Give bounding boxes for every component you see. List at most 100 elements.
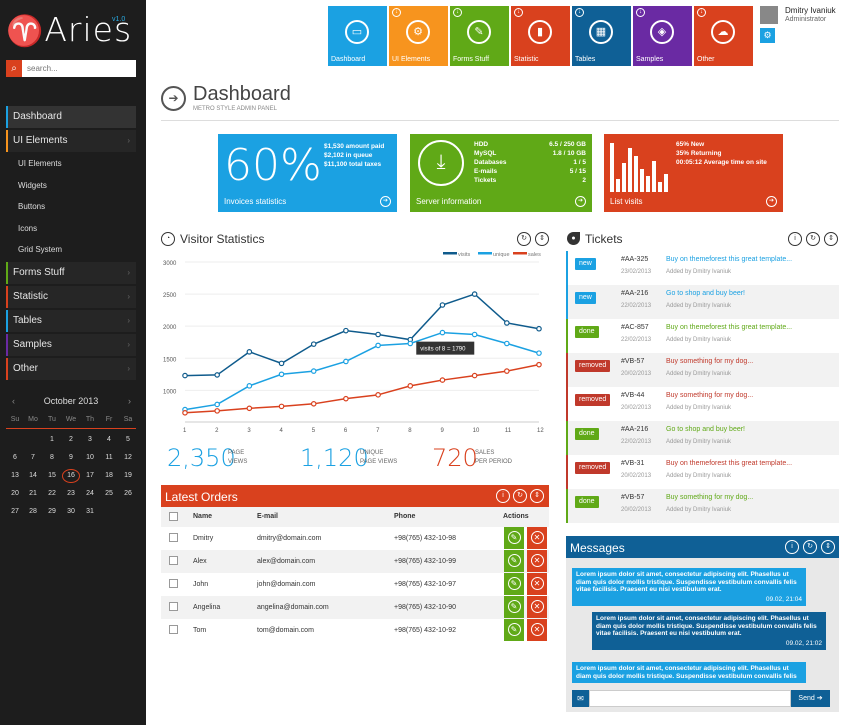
sidebar-item-other[interactable]: Other › <box>6 358 136 380</box>
message-input[interactable] <box>589 690 791 707</box>
row-checkbox[interactable] <box>169 533 178 542</box>
calendar-day[interactable]: 21 <box>29 490 37 497</box>
ticket-text[interactable]: Buy something for my dog... <box>666 392 754 399</box>
edit-button[interactable]: ✎ <box>504 573 524 595</box>
toggle-icon[interactable]: ⇕ <box>824 232 838 246</box>
refresh-icon[interactable]: ↻ <box>513 489 527 503</box>
edit-button[interactable]: ✎ <box>504 550 524 572</box>
calendar-day[interactable]: 5 <box>126 436 130 443</box>
calendar-day[interactable]: 23 <box>67 490 75 497</box>
calendar-prev-icon[interactable]: ‹ <box>12 396 15 406</box>
calendar-next-icon[interactable]: › <box>128 396 131 406</box>
tile-ui-elements[interactable]: ↓ ⚙ UI Elements <box>389 6 448 66</box>
info-icon[interactable]: i <box>496 489 510 503</box>
calendar-day[interactable]: 17 <box>86 472 94 479</box>
calendar-day[interactable]: 30 <box>67 508 75 515</box>
tile-other[interactable]: ↓ ☁ Other <box>694 6 753 66</box>
server-box[interactable]: ⤓ HDD 6.5 / 250 GB MySQL 1.8 / 10 GB Databas… <box>410 134 592 212</box>
calendar-day[interactable]: 3 <box>88 436 92 443</box>
calendar-day[interactable]: 1 <box>50 436 54 443</box>
calendar-day[interactable]: 28 <box>29 508 37 515</box>
delete-button[interactable]: ✕ <box>527 619 547 641</box>
ticket-item[interactable]: removed #VB-57 20/02/2013 Buy something for… <box>566 353 839 387</box>
delete-button[interactable]: ✕ <box>527 596 547 618</box>
calendar-day[interactable]: 19 <box>124 472 132 479</box>
info-icon[interactable]: i <box>788 232 802 246</box>
visits-box[interactable]: 65% New 35% Returning 00:05:12 Average t… <box>604 134 783 212</box>
calendar-day[interactable]: 31 <box>86 508 94 515</box>
tile-forms-stuff[interactable]: ↓ ✎ Forms Stuff <box>450 6 509 66</box>
tile-samples[interactable]: ↓ ◈ Samples <box>633 6 692 66</box>
toggle-icon[interactable]: ⇕ <box>535 232 549 246</box>
calendar-day[interactable]: 27 <box>11 508 19 515</box>
calendar-day[interactable]: 13 <box>11 472 19 479</box>
calendar-day[interactable]: 20 <box>11 490 19 497</box>
search-input[interactable] <box>22 60 136 77</box>
sidebar-subitem[interactable]: Icons <box>18 223 38 233</box>
ticket-text[interactable]: Buy on themeforest this great template..… <box>666 324 793 331</box>
sidebar-item-dashboard[interactable]: Dashboard <box>6 106 136 128</box>
ticket-item[interactable]: new #AA-325 23/02/2013 Buy on themeforest t… <box>566 251 839 285</box>
calendar-day[interactable]: 14 <box>29 472 37 479</box>
calendar-day[interactable]: 7 <box>31 454 35 461</box>
refresh-icon[interactable]: ↻ <box>517 232 531 246</box>
row-checkbox[interactable] <box>169 579 178 588</box>
sidebar-item-tables[interactable]: Tables › <box>6 310 136 332</box>
ticket-item[interactable]: removed #VB-31 20/02/2013 Buy on themefores… <box>566 455 839 489</box>
calendar-day[interactable]: 22 <box>48 490 56 497</box>
calendar-day[interactable]: 4 <box>107 436 111 443</box>
row-checkbox[interactable] <box>169 556 178 565</box>
calendar-day[interactable]: 10 <box>86 454 94 461</box>
arrow-right-icon[interactable]: ➔ <box>575 196 586 207</box>
calendar-day[interactable]: 25 <box>105 490 113 497</box>
calendar-day[interactable]: 15 <box>48 472 56 479</box>
sidebar-item-ui-elements[interactable]: UI Elements › <box>6 130 136 152</box>
edit-button[interactable]: ✎ <box>504 596 524 618</box>
calendar-day[interactable]: 18 <box>105 472 113 479</box>
edit-button[interactable]: ✎ <box>504 527 524 549</box>
ticket-item[interactable]: done #AC-857 22/02/2013 Buy on themeforest … <box>566 319 839 353</box>
brand-logo[interactable]: ♈Aries <box>6 10 133 49</box>
sidebar-subitem[interactable]: Grid System <box>18 245 63 254</box>
row-checkbox[interactable] <box>169 602 178 611</box>
calendar-day[interactable]: 24 <box>86 490 94 497</box>
row-checkbox[interactable] <box>169 625 178 634</box>
search-icon[interactable]: ⌕ <box>6 60 22 77</box>
calendar-day[interactable]: 12 <box>124 454 132 461</box>
sidebar-item-statistic[interactable]: Statistic › <box>6 286 136 308</box>
ticket-text[interactable]: Go to shop and buy beer! <box>666 426 745 433</box>
ticket-text[interactable]: Buy something for my dog... <box>666 358 754 365</box>
calendar-day[interactable]: 11 <box>105 454 113 461</box>
back-arrow-icon[interactable]: ➔ <box>161 86 186 111</box>
calendar-day-today[interactable]: 16 <box>62 469 80 483</box>
sidebar-item-samples[interactable]: Samples › <box>6 334 136 356</box>
tile-dashboard[interactable]: ▭ Dashboard <box>328 6 387 66</box>
delete-button[interactable]: ✕ <box>527 550 547 572</box>
avatar[interactable] <box>760 6 778 24</box>
sidebar-subitem[interactable]: Widgets <box>18 180 47 190</box>
arrow-right-icon[interactable]: ➔ <box>766 196 777 207</box>
delete-button[interactable]: ✕ <box>527 573 547 595</box>
send-button[interactable]: Send ➔ <box>791 690 830 707</box>
tile-tables[interactable]: ↓ ▦ Tables <box>572 6 631 66</box>
ticket-item[interactable]: new #AA-216 22/02/2013 Go to shop and buy b… <box>566 285 839 319</box>
toggle-icon[interactable]: ⇕ <box>530 489 544 503</box>
arrow-right-icon[interactable]: ➔ <box>380 196 391 207</box>
invoices-box[interactable]: 60% $1,530 amount paid $2,102 in queue $… <box>218 134 397 212</box>
user-name[interactable]: Dmitry Ivaniuk <box>785 6 836 15</box>
calendar-day[interactable]: 29 <box>48 508 56 515</box>
sidebar-item-forms-stuff[interactable]: Forms Stuff › <box>6 262 136 284</box>
refresh-icon[interactable]: ↻ <box>803 540 817 554</box>
calendar-day[interactable]: 26 <box>124 490 132 497</box>
info-icon[interactable]: i <box>785 540 799 554</box>
ticket-text[interactable]: Buy something for my dog... <box>666 494 754 501</box>
ticket-item[interactable]: done #VB-57 20/02/2013 Buy something for my… <box>566 489 839 523</box>
calendar-day[interactable]: 9 <box>69 454 73 461</box>
settings-gear-icon[interactable]: ⚙ <box>760 28 775 43</box>
refresh-icon[interactable]: ↻ <box>806 232 820 246</box>
ticket-text[interactable]: Go to shop and buy beer! <box>666 290 745 297</box>
toggle-icon[interactable]: ⇕ <box>821 540 835 554</box>
ticket-item[interactable]: done #AA-216 22/02/2013 Go to shop and buy … <box>566 421 839 455</box>
tile-statistic[interactable]: ↓ ▮ Statistic <box>511 6 570 66</box>
ticket-text[interactable]: Buy on themeforest this great template..… <box>666 460 793 467</box>
